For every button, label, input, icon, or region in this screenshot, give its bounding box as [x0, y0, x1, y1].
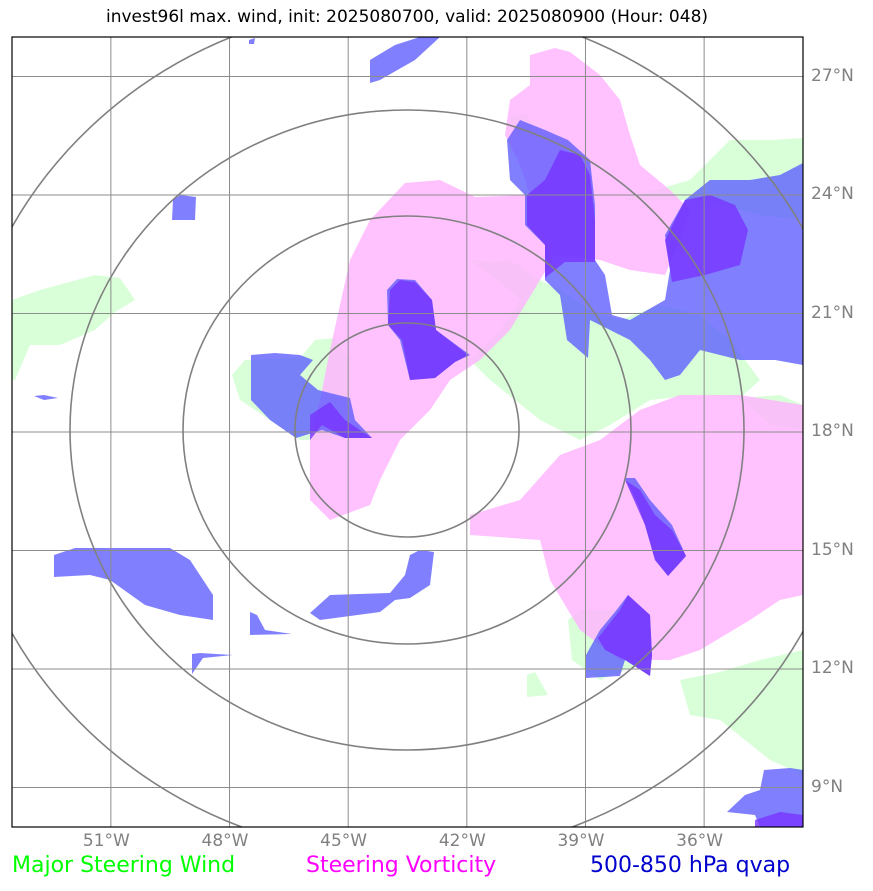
lat-tick-label: 21°N	[811, 302, 854, 323]
qvap-area	[172, 195, 196, 220]
qvap-area	[54, 548, 213, 620]
lat-lon-grid	[12, 37, 803, 827]
range-ring	[182, 215, 632, 645]
lat-tick-label: 24°N	[811, 184, 854, 204]
lat-tick-label: 18°N	[811, 421, 854, 441]
legend-steering-wind: Major Steering Wind	[12, 853, 236, 878]
qvap-area	[370, 37, 440, 83]
overlap-area	[527, 150, 595, 278]
plot-frame	[11, 36, 804, 828]
wind-area	[527, 672, 548, 697]
qvap-area	[250, 612, 292, 635]
lon-tick-label: 51°W	[82, 831, 130, 851]
lon-tick-label: 45°W	[320, 831, 368, 851]
qvap-area	[34, 395, 58, 400]
range-ring	[69, 109, 745, 751]
overlap-area	[755, 812, 803, 827]
vorticity-area	[470, 395, 803, 660]
qvap-area	[310, 550, 434, 620]
steering-vorticity-layer	[310, 48, 803, 660]
overlap-area	[665, 195, 748, 282]
lat-tick-label: 12°N	[811, 658, 854, 678]
lon-tick-label: 42°W	[438, 831, 486, 851]
overlap-area	[310, 402, 372, 440]
qvap-area	[727, 768, 803, 827]
vorticity-area	[310, 48, 690, 520]
qvap-area	[249, 38, 255, 44]
range-rings	[12, 37, 803, 827]
wind-area	[680, 650, 803, 775]
legend-qvap: 500-850 hPa qvap	[590, 853, 791, 878]
range-ring	[294, 322, 520, 538]
overlap-area	[598, 595, 652, 676]
lat-tick-label: 27°N	[811, 65, 854, 86]
qvap-area	[192, 653, 233, 674]
legend-steering-vorticity: Steering Vorticity	[306, 853, 497, 878]
lon-tick-label: 39°W	[557, 831, 605, 851]
map-title: invest96l max. wind, init: 2025080700, v…	[105, 7, 709, 27]
overlap-area	[625, 480, 686, 576]
lat-tick-label: 15°N	[811, 539, 854, 560]
lat-tick-label: 9°N	[811, 776, 844, 797]
wind-area	[12, 275, 135, 380]
lon-tick-label: 36°W	[676, 831, 724, 851]
overlap-area	[388, 280, 468, 380]
qvap-vorticity-overlap	[310, 150, 803, 827]
lon-tick-label: 48°W	[201, 831, 249, 851]
